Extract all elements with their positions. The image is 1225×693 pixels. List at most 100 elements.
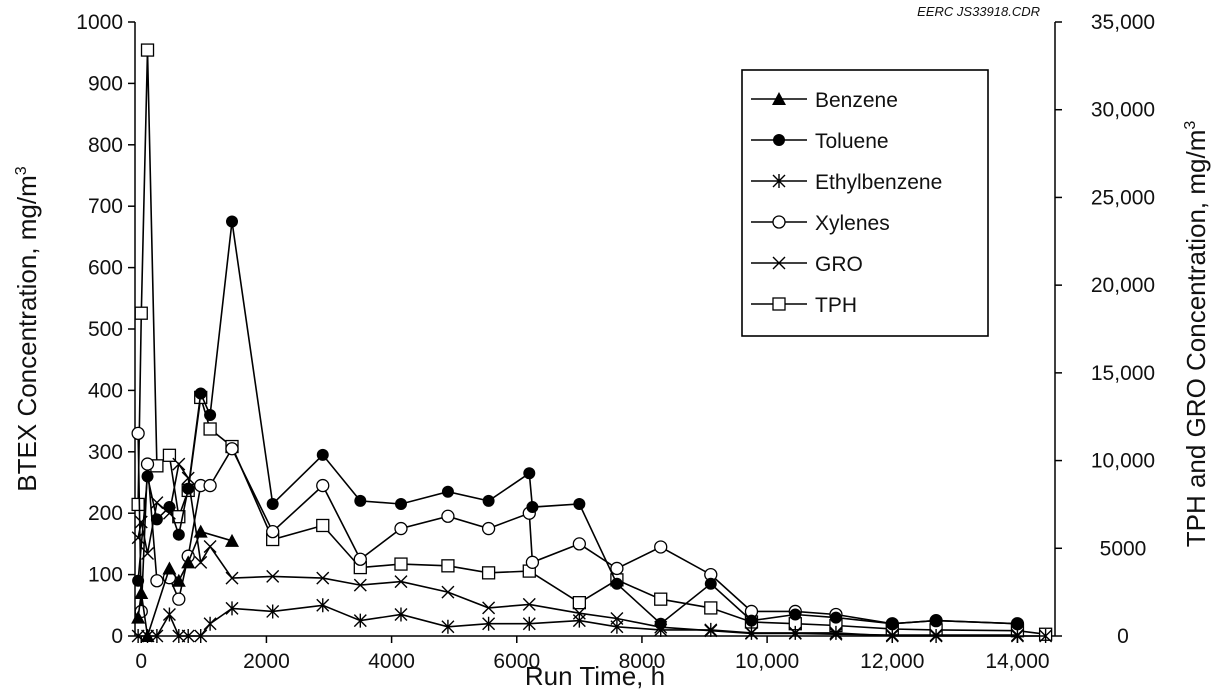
data-point-tph bbox=[441, 559, 455, 573]
data-point-tph bbox=[316, 518, 330, 533]
legend-label-gro: GRO bbox=[815, 253, 863, 276]
data-point-ethylbenzene bbox=[194, 629, 208, 643]
data-point-benzene bbox=[134, 586, 149, 600]
data-point-toluene bbox=[194, 387, 207, 400]
data-point-tph bbox=[481, 566, 496, 580]
data-point-toluene bbox=[482, 494, 495, 507]
data-point-toluene bbox=[886, 617, 899, 630]
y2-tick-label: 10,000 bbox=[1091, 450, 1155, 473]
y2-tick-label: 15,000 bbox=[1091, 362, 1155, 385]
data-point-xylenes bbox=[203, 478, 217, 493]
data-point-ethylbenzene bbox=[572, 613, 586, 628]
data-point-gro bbox=[172, 457, 186, 471]
data-point-toluene bbox=[354, 494, 367, 507]
data-point-benzene bbox=[193, 524, 208, 538]
y-tick-label: 800 bbox=[88, 134, 123, 157]
x-tick-label: 14,000 bbox=[985, 650, 1049, 673]
y-tick-label: 100 bbox=[88, 564, 123, 587]
data-point-toluene bbox=[172, 528, 185, 541]
data-point-ethylbenzene bbox=[610, 619, 624, 634]
legend-label-xylenes: Xylenes bbox=[815, 212, 890, 235]
data-point-ethylbenzene bbox=[203, 616, 217, 631]
legend-label-ethylbenzene: Ethylbenzene bbox=[815, 171, 942, 194]
data-point-ethylbenzene bbox=[704, 622, 718, 637]
data-point-tph bbox=[134, 306, 148, 320]
data-point-xylenes bbox=[654, 540, 668, 554]
legend-marker-toluene bbox=[773, 134, 785, 146]
data-point-tph bbox=[203, 422, 217, 436]
data-point-xylenes bbox=[140, 457, 155, 471]
data-point-tph bbox=[572, 596, 587, 610]
y-tick-label: 200 bbox=[88, 502, 123, 525]
data-point-benzene bbox=[171, 573, 186, 587]
legend-marker-xylenes bbox=[772, 215, 786, 229]
data-point-gro bbox=[194, 555, 208, 569]
data-point-ethylbenzene bbox=[394, 607, 408, 622]
data-point-gro bbox=[394, 575, 408, 589]
data-point-ethylbenzene bbox=[1039, 629, 1053, 643]
data-point-xylenes bbox=[172, 592, 186, 606]
x-tick-label: 12,000 bbox=[860, 650, 924, 673]
series-layer bbox=[131, 43, 1053, 643]
data-point-xylenes bbox=[610, 561, 624, 576]
data-point-toluene bbox=[789, 608, 802, 621]
series-benzene bbox=[131, 524, 240, 642]
data-point-xylenes bbox=[131, 426, 145, 441]
legend-item-benzene: Benzene bbox=[751, 89, 898, 112]
data-point-ethylbenzene bbox=[181, 629, 195, 643]
data-point-toluene bbox=[523, 467, 536, 480]
data-point-xylenes bbox=[481, 521, 496, 536]
data-point-gro bbox=[203, 540, 217, 554]
legend-marker-benzene bbox=[772, 92, 786, 105]
data-point-gro bbox=[522, 597, 536, 611]
legend-box bbox=[741, 69, 989, 337]
data-point-gro bbox=[316, 571, 330, 585]
data-point-benzene bbox=[162, 561, 177, 575]
x-tick-label: 8000 bbox=[619, 650, 666, 673]
y-tick-label: 300 bbox=[88, 441, 123, 464]
data-point-ethylbenzene bbox=[885, 629, 899, 643]
y-tick-label: 1000 bbox=[76, 11, 123, 34]
legend-marker-tph bbox=[772, 297, 786, 311]
data-point-toluene bbox=[610, 577, 623, 590]
file-stamp: EERC JS33918.CDR bbox=[917, 4, 1040, 19]
data-point-xylenes bbox=[441, 509, 455, 523]
data-point-ethylbenzene bbox=[353, 613, 367, 628]
data-point-toluene bbox=[745, 614, 758, 627]
data-point-ethylbenzene bbox=[744, 625, 758, 640]
data-point-gro bbox=[482, 601, 496, 615]
x-tick-label: 2000 bbox=[243, 650, 290, 673]
x-tick-label: 0 bbox=[135, 650, 147, 673]
data-point-ethylbenzene bbox=[788, 625, 802, 640]
y-axis-title: BTEX Concentration, mg/m3 bbox=[12, 166, 42, 491]
data-point-toluene bbox=[182, 482, 195, 495]
data-point-gro bbox=[266, 569, 280, 583]
data-point-ethylbenzene bbox=[929, 629, 943, 643]
data-point-toluene bbox=[829, 611, 842, 624]
data-point-tph bbox=[654, 592, 668, 606]
y2-tick-label: 35,000 bbox=[1091, 11, 1155, 34]
data-point-toluene bbox=[1011, 617, 1024, 630]
data-point-toluene bbox=[573, 497, 586, 510]
y2-axis-title-text: TPH and GRO Concentration, mg/m bbox=[1181, 130, 1211, 548]
data-point-toluene bbox=[654, 617, 667, 630]
data-point-benzene bbox=[140, 629, 155, 642]
series-line-xylenes bbox=[137, 433, 1018, 625]
data-point-benzene bbox=[225, 533, 240, 547]
legend-label-tph: TPH bbox=[815, 294, 857, 317]
y2-tick-label: 25,000 bbox=[1091, 186, 1155, 209]
data-point-ethylbenzene bbox=[441, 619, 455, 634]
data-point-ethylbenzene bbox=[829, 625, 843, 640]
data-point-xylenes bbox=[353, 552, 367, 566]
y2-axis-title: TPH and GRO Concentration, mg/m3 bbox=[1181, 121, 1211, 548]
data-point-ethylbenzene bbox=[172, 629, 186, 643]
data-point-toluene bbox=[394, 497, 407, 510]
data-point-toluene bbox=[141, 470, 154, 483]
x-axis-title: Run Time, h bbox=[525, 661, 665, 691]
data-point-toluene bbox=[526, 501, 539, 514]
legend-item-toluene: Toluene bbox=[751, 130, 889, 153]
data-point-gro bbox=[181, 471, 195, 485]
data-point-toluene bbox=[226, 215, 239, 228]
x-tick-label: 6000 bbox=[493, 650, 540, 673]
